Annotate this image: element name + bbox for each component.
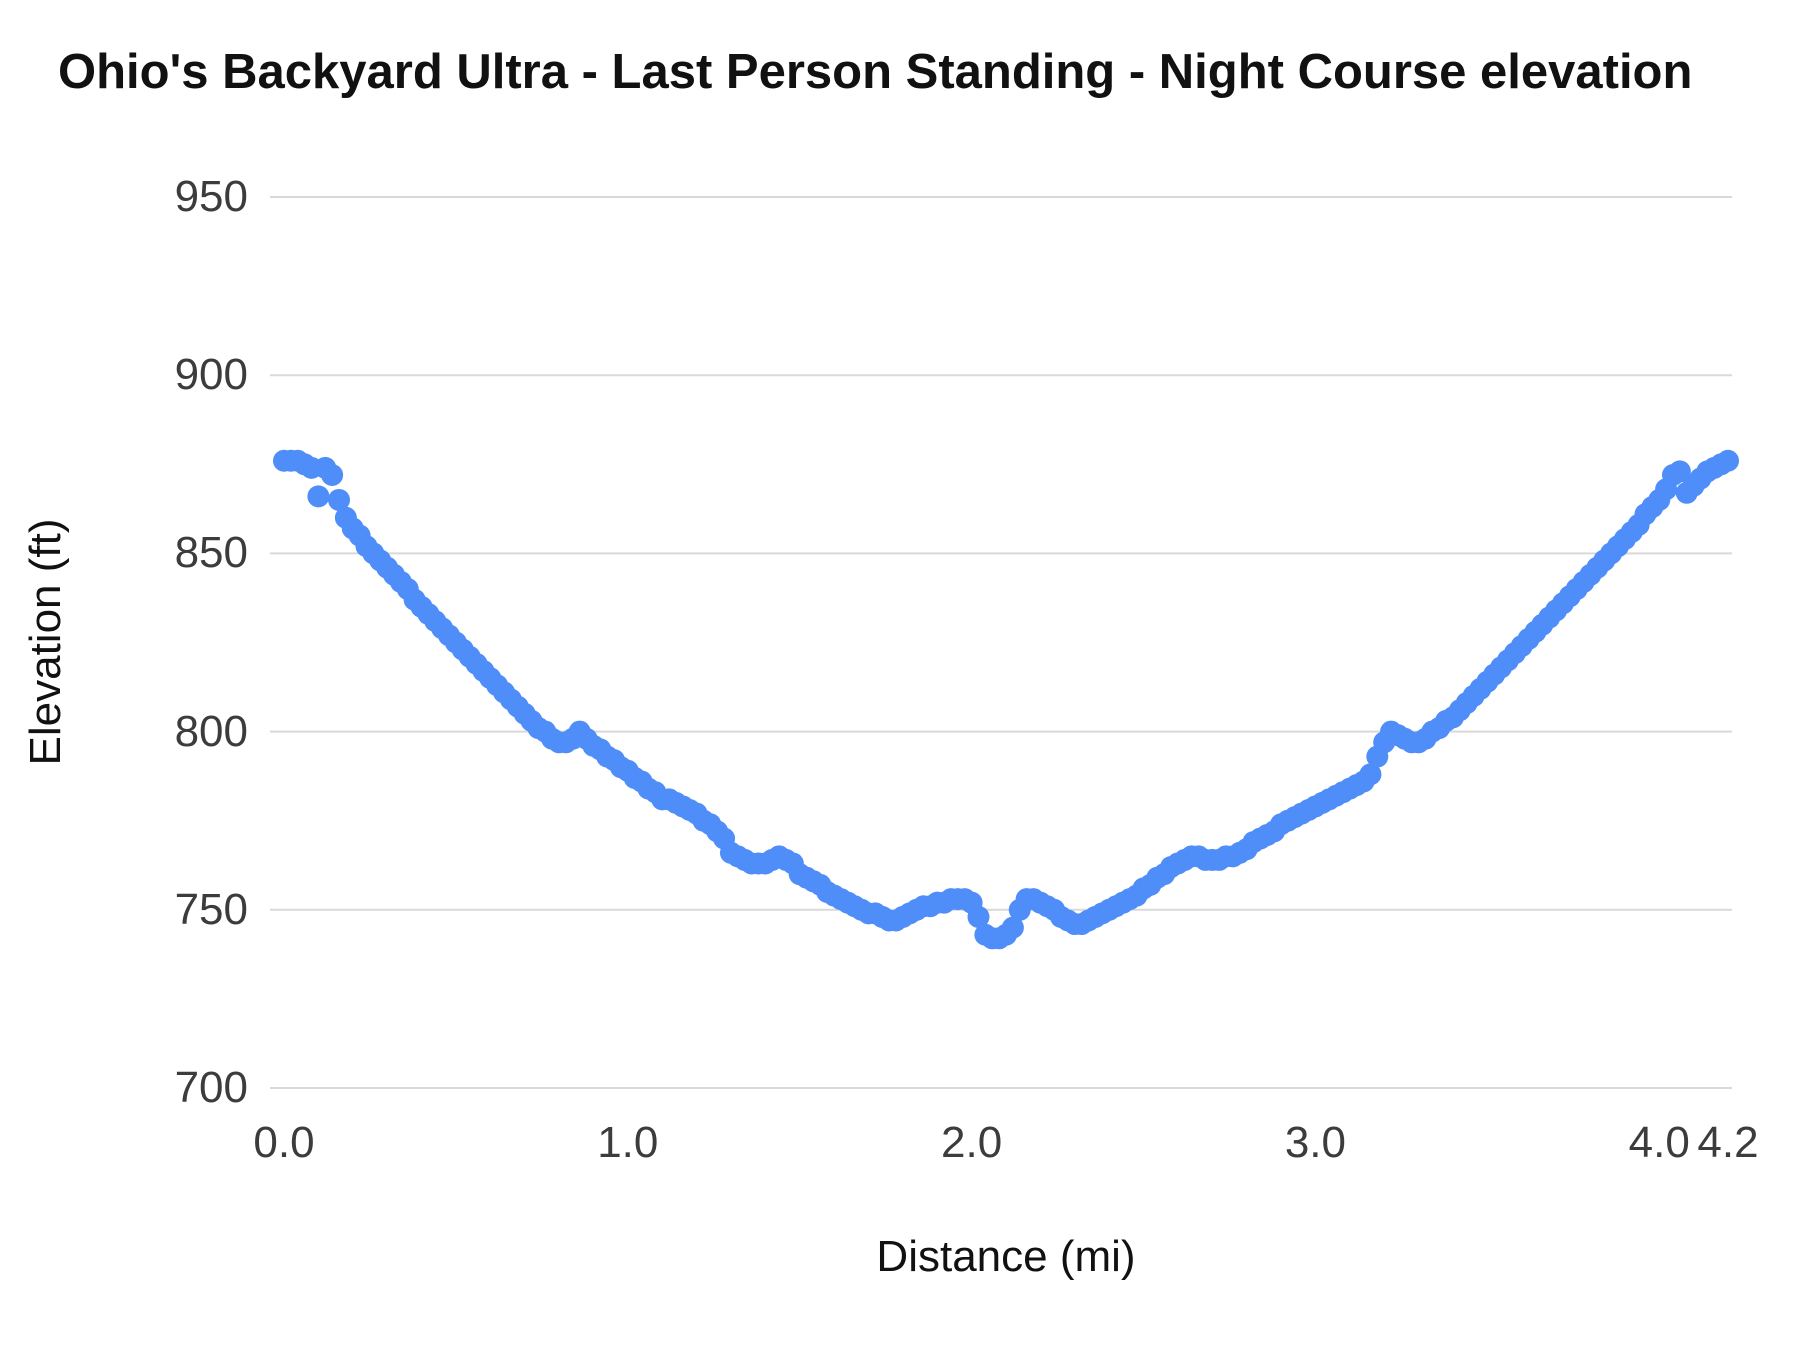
x-tick-label: 0.0 bbox=[253, 1118, 315, 1167]
x-tick-label: 4.0 bbox=[1628, 1118, 1690, 1167]
x-tick-label: 4.2 bbox=[1697, 1118, 1759, 1167]
y-tick-label: 800 bbox=[174, 706, 248, 756]
y-tick-label: 900 bbox=[174, 350, 248, 400]
data-point bbox=[1668, 460, 1691, 483]
data-point bbox=[328, 488, 351, 511]
y-tick-label: 950 bbox=[174, 172, 248, 221]
chart-title: Ohio's Backyard Ultra - Last Person Stan… bbox=[58, 45, 1693, 99]
x-tick-label: 1.0 bbox=[597, 1118, 659, 1167]
x-axis-title: Distance (mi) bbox=[876, 1232, 1136, 1281]
data-point bbox=[1001, 916, 1024, 939]
x-tick-label: 2.0 bbox=[941, 1118, 1003, 1167]
y-tick-label: 850 bbox=[174, 528, 248, 578]
data-point bbox=[1359, 763, 1382, 786]
y-tick-label: 750 bbox=[174, 884, 248, 934]
data-point bbox=[307, 485, 330, 508]
data-point bbox=[321, 463, 344, 486]
data-point bbox=[1717, 449, 1739, 472]
y-tick-label: 700 bbox=[174, 1063, 248, 1112]
x-tick-label: 3.0 bbox=[1284, 1118, 1347, 1167]
data-point bbox=[967, 905, 990, 928]
